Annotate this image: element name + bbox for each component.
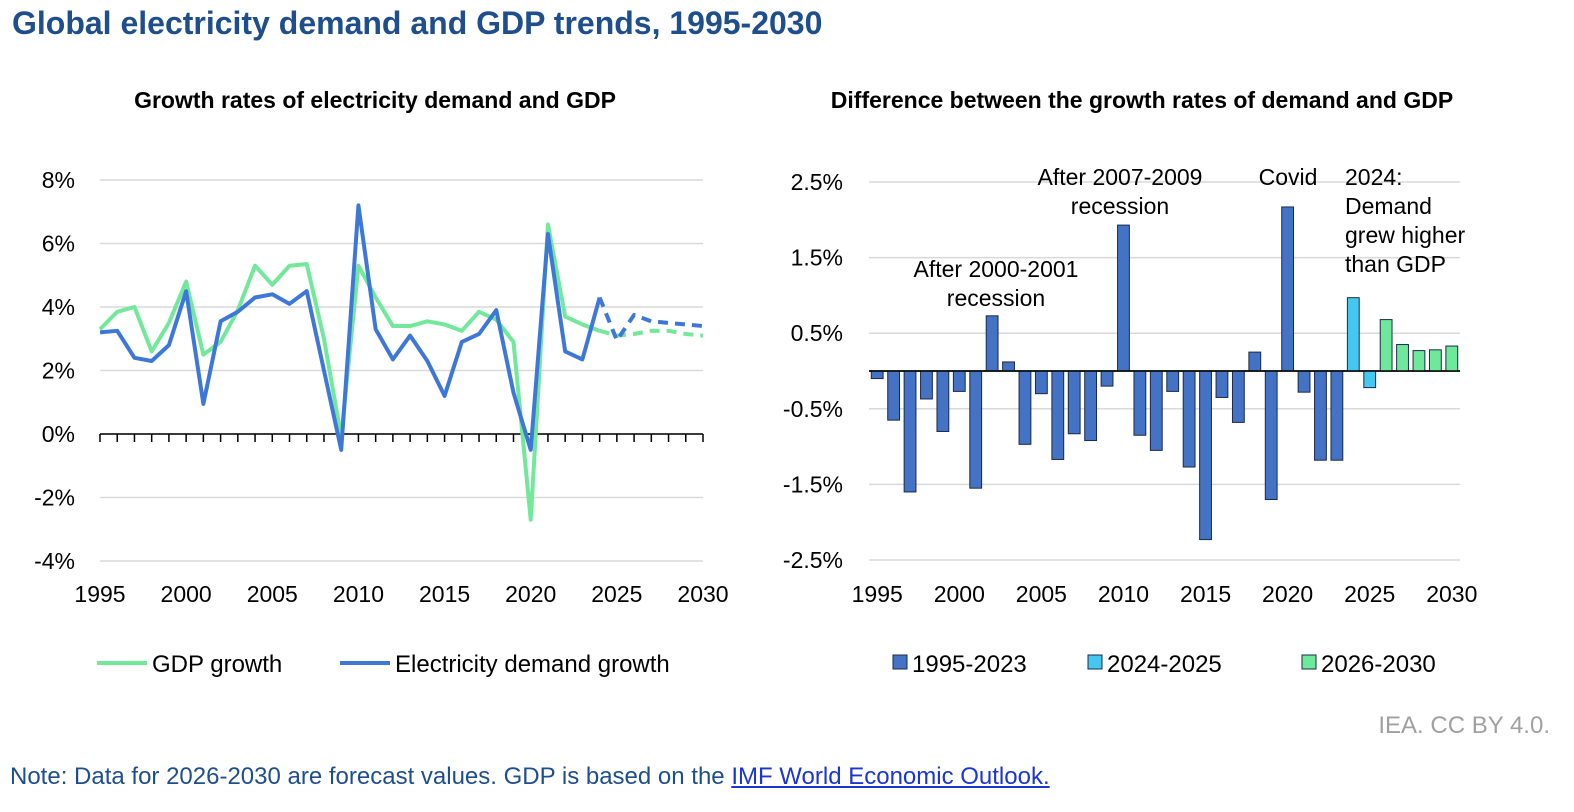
bar xyxy=(1018,370,1032,445)
bar xyxy=(1117,224,1130,372)
chart-title: Difference between the growth rates of d… xyxy=(831,87,1453,113)
bar xyxy=(920,370,933,400)
bar xyxy=(1199,370,1212,541)
x-tick-label: 2025 xyxy=(591,581,642,607)
bar xyxy=(1297,370,1311,393)
annotation: recession xyxy=(1071,193,1169,219)
note: Note: Data for 2026-2030 are forecast va… xyxy=(10,763,1050,791)
bar xyxy=(1281,206,1295,372)
x-tick-label: 2015 xyxy=(1180,581,1231,607)
x-tick-label: 2030 xyxy=(1426,581,1477,607)
note-text: Note: Data for 2026-2030 are forecast va… xyxy=(10,763,732,790)
bar xyxy=(1396,344,1409,372)
bar xyxy=(1051,370,1065,460)
x-tick-label: 2025 xyxy=(1344,581,1395,607)
bar xyxy=(1445,345,1459,372)
y-tick-label: -2.5% xyxy=(783,547,843,573)
page-title: Global electricity demand and GDP trends… xyxy=(12,5,822,41)
bar xyxy=(1363,370,1377,389)
x-tick-label: 2015 xyxy=(419,581,470,607)
bar xyxy=(1346,297,1360,372)
chart-title: Growth rates of electricity demand and G… xyxy=(134,87,616,113)
y-tick-label: 2.5% xyxy=(791,169,843,195)
annotation: Demand xyxy=(1345,193,1432,219)
note-link[interactable]: IMF World Economic Outlook. xyxy=(731,763,1050,790)
y-tick-label: 0.5% xyxy=(791,320,843,346)
legend-label: 2026-2030 xyxy=(1321,651,1436,678)
bar xyxy=(903,370,917,493)
bar xyxy=(1182,370,1196,468)
y-tick-label: -1.5% xyxy=(783,471,843,497)
bar xyxy=(1133,370,1147,436)
y-tick-label: 2% xyxy=(42,358,75,384)
y-tick-label: 4% xyxy=(42,294,75,320)
annotation: grew higher xyxy=(1345,222,1466,248)
bar xyxy=(985,315,999,372)
x-tick-label: 2010 xyxy=(1098,581,1149,607)
bar xyxy=(969,370,983,489)
legend-label: GDP growth xyxy=(152,651,282,678)
x-tick-label: 2020 xyxy=(1262,581,1313,607)
annotation: 2024: xyxy=(1345,164,1403,190)
bar xyxy=(1149,370,1163,451)
x-tick-label: 2000 xyxy=(161,581,212,607)
bar xyxy=(952,370,966,392)
legend-marker xyxy=(1301,654,1317,670)
bar xyxy=(1100,370,1114,387)
legend-marker xyxy=(1087,654,1103,670)
bar xyxy=(1412,350,1426,372)
y-tick-label: -4% xyxy=(34,548,75,574)
y-tick-label: -0.5% xyxy=(783,396,843,422)
x-tick-label: 2005 xyxy=(1016,581,1067,607)
bar xyxy=(1248,351,1262,372)
y-tick-label: 6% xyxy=(42,231,75,257)
x-tick-label: 2010 xyxy=(333,581,384,607)
bar xyxy=(936,370,950,432)
bar xyxy=(1379,319,1393,372)
bar xyxy=(887,370,901,421)
x-tick-label: 2005 xyxy=(247,581,298,607)
legend-label: Electricity demand growth xyxy=(395,651,670,678)
y-tick-label: 8% xyxy=(42,167,75,193)
bar xyxy=(1067,370,1081,435)
x-tick-label: 1995 xyxy=(74,581,125,607)
line xyxy=(98,222,601,522)
annotation: Covid xyxy=(1259,164,1318,190)
x-tick-label: 1995 xyxy=(852,581,903,607)
bar xyxy=(1330,370,1344,461)
bar xyxy=(1084,370,1098,442)
bar xyxy=(1231,370,1245,423)
x-tick-label: 2020 xyxy=(505,581,556,607)
bar xyxy=(1314,370,1327,461)
x-tick-label: 2030 xyxy=(677,581,728,607)
legend-label: 2024-2025 xyxy=(1107,651,1222,678)
bar xyxy=(1264,370,1278,501)
y-tick-label: -2% xyxy=(34,485,75,511)
y-tick-label: 1.5% xyxy=(791,245,843,271)
annotation: than GDP xyxy=(1345,251,1446,277)
annotation: After 2000-2001 xyxy=(914,256,1079,282)
bar xyxy=(1166,370,1180,392)
bar xyxy=(1428,349,1442,372)
legend-label: 1995-2023 xyxy=(912,651,1027,678)
annotation: recession xyxy=(947,285,1045,311)
bar xyxy=(870,370,884,380)
x-tick-label: 2000 xyxy=(934,581,985,607)
y-tick-label: 0% xyxy=(42,421,75,447)
bar xyxy=(1002,361,1015,372)
line xyxy=(99,203,602,452)
source: IEA. CC BY 4.0. xyxy=(1378,712,1550,739)
legend-marker xyxy=(892,654,908,670)
annotation: After 2007-2009 xyxy=(1038,164,1203,190)
bar xyxy=(1215,370,1229,398)
bar xyxy=(1034,370,1048,395)
